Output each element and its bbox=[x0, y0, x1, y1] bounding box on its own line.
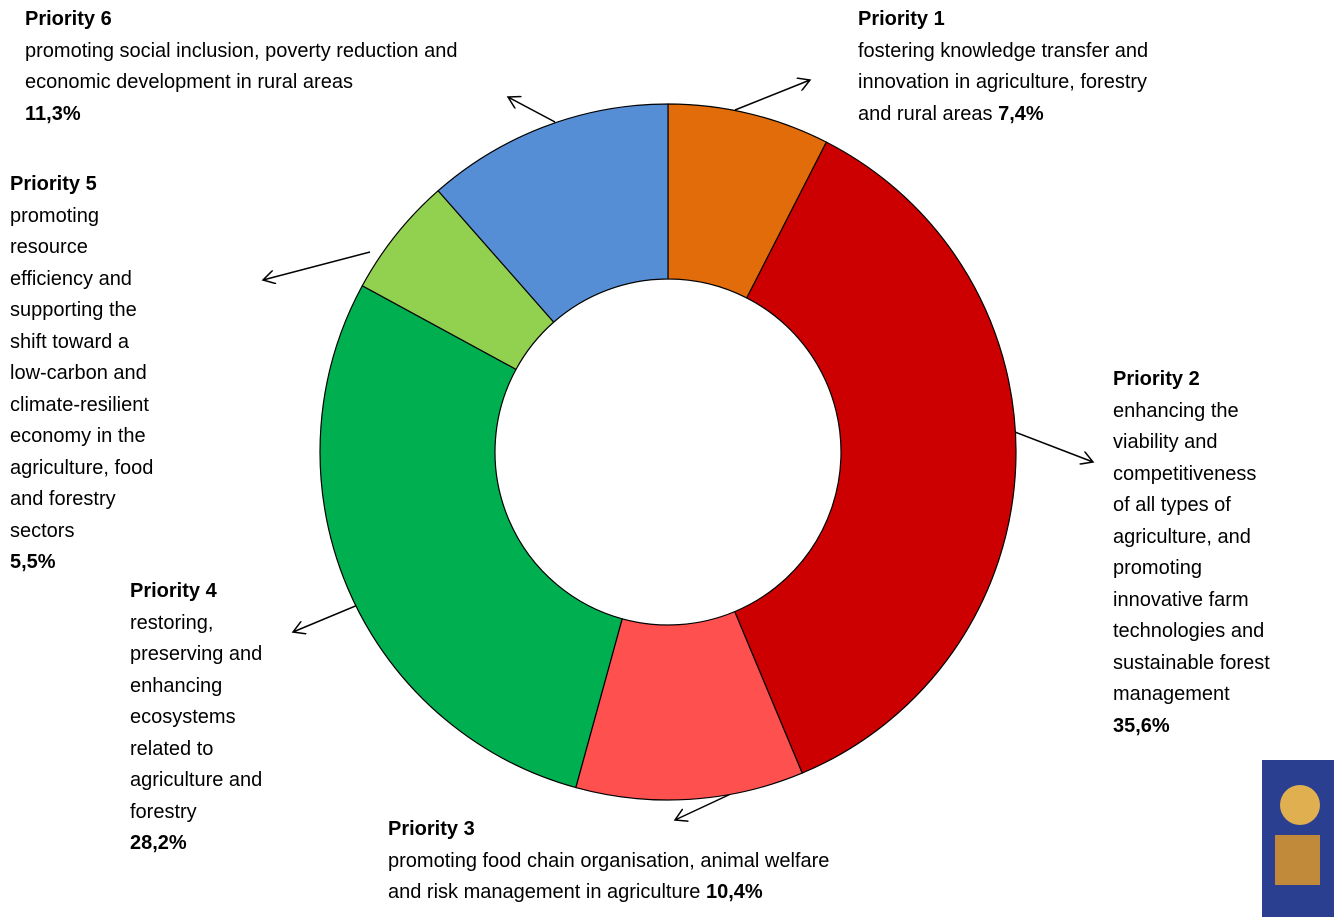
label-title: Priority 4 bbox=[130, 580, 217, 602]
label: Priority 6 promoting social inclusion, po… bbox=[25, 4, 457, 130]
label-line: preserving and bbox=[130, 643, 263, 665]
logo-figure bbox=[1280, 785, 1320, 825]
label-line: competitiveness bbox=[1113, 462, 1257, 485]
label: Priority 1 fostering knowledge transfer a… bbox=[858, 4, 1148, 130]
label-line: restoring, bbox=[130, 611, 214, 634]
label-line: efficiency and bbox=[10, 267, 132, 290]
label-line: enhancing bbox=[130, 674, 223, 697]
arrow bbox=[263, 251, 371, 280]
label-title: Priority 5 bbox=[10, 173, 97, 195]
label-line: and forestry bbox=[10, 488, 116, 510]
label-line: enhancing the bbox=[1113, 399, 1239, 422]
value-label: 10,4% bbox=[705, 881, 763, 903]
label: Priority 4 restoring, preserving and enhanc… bbox=[130, 576, 262, 860]
label: Priority 2 enhancing the viability and comp… bbox=[1113, 364, 1270, 742]
label-line: related to bbox=[130, 737, 214, 760]
arrow bbox=[675, 791, 736, 820]
label-line: low-carbon and bbox=[10, 362, 147, 384]
logo bbox=[1262, 760, 1334, 917]
arrow bbox=[734, 80, 810, 111]
label-title: Priority 2 bbox=[1113, 368, 1200, 390]
label-line: resource bbox=[10, 236, 88, 258]
label-title: Priority 3 bbox=[388, 818, 475, 840]
label-line: climate-resilient bbox=[10, 393, 149, 416]
label-title: Priority 6 bbox=[25, 8, 112, 30]
arrow bbox=[508, 97, 556, 123]
value-label: 11,3% bbox=[25, 102, 81, 125]
donut-slice bbox=[733, 141, 1017, 774]
label-line: agriculture and bbox=[130, 769, 263, 791]
label-line: agriculture, food bbox=[10, 456, 154, 479]
label-title: Priority 1 bbox=[858, 8, 945, 30]
label-line: agriculture, and bbox=[1113, 525, 1251, 548]
label-line: fostering knowledge transfer and bbox=[858, 39, 1149, 62]
label-line: promoting food chain organisation, anima… bbox=[388, 849, 830, 872]
label: Priority 5 promoting resource efficiency an… bbox=[10, 169, 153, 579]
label-line: and rural areas 7,4% bbox=[858, 102, 1044, 125]
label-line: economic development in rural areas bbox=[25, 71, 353, 93]
label-line: forestry bbox=[130, 800, 197, 823]
label-line: ecosystems bbox=[130, 706, 236, 728]
label-line: shift toward a bbox=[10, 330, 129, 353]
label-line: sectors bbox=[10, 519, 75, 542]
label-line: of all types of bbox=[1113, 494, 1231, 516]
label-line: promoting social inclusion, poverty redu… bbox=[25, 39, 458, 62]
donut-slice bbox=[319, 284, 623, 789]
label-line: innovation in agriculture, forestry bbox=[858, 71, 1148, 93]
label-line: economy in the bbox=[10, 425, 146, 447]
label-line: sustainable forest bbox=[1113, 651, 1270, 674]
label: Priority 3 promoting food chain organisat… bbox=[388, 814, 829, 909]
arrow bbox=[1014, 431, 1093, 462]
label-line: promoting bbox=[10, 204, 99, 227]
label-line: supporting the bbox=[10, 299, 137, 321]
label-line: innovative farm bbox=[1113, 588, 1249, 611]
value-label: 7,4% bbox=[998, 102, 1044, 125]
logo-figure bbox=[1275, 835, 1320, 885]
label-line: and risk management in agriculture 10,4% bbox=[388, 881, 763, 903]
value-label: 35,6% bbox=[1113, 714, 1170, 737]
label-line: viability and bbox=[1113, 431, 1218, 453]
label-line: promoting bbox=[1113, 557, 1202, 579]
value-label: 28,2% bbox=[130, 832, 187, 854]
value-label: 5,5% bbox=[10, 551, 56, 573]
donut-slice bbox=[437, 103, 669, 323]
label-line: technologies and bbox=[1113, 620, 1265, 642]
label-line: management bbox=[1113, 683, 1230, 705]
